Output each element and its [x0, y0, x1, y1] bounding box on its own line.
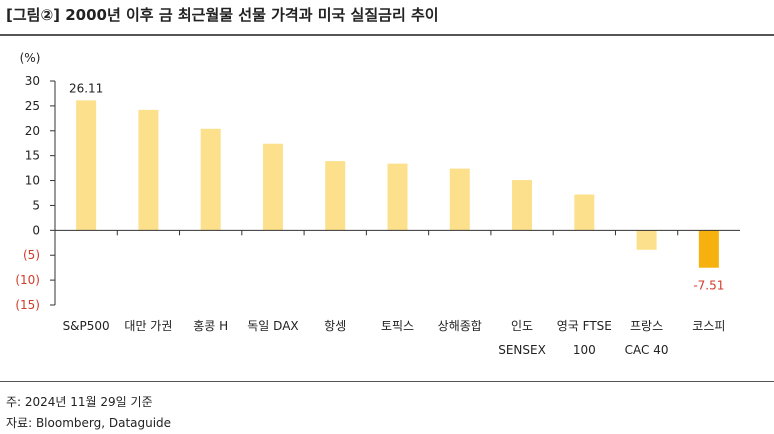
bottom-divider: [0, 381, 774, 382]
bar: [262, 143, 283, 231]
bar: [325, 161, 346, 231]
bar-chart: (%) 30 25 20 15 10 5 0 (5) (10) (15) S&P500 대만 가권 홍…: [15, 51, 740, 357]
y-tick-label: 25: [25, 99, 40, 113]
x-category-label: 프랑스: [630, 319, 663, 333]
data-labels: 26.11 -7.51: [69, 81, 724, 292]
x-category-label: CAC 40: [625, 343, 669, 357]
x-category-label: SENSEX: [498, 343, 546, 357]
x-category-label: 홍콩 H: [193, 319, 228, 333]
chart-title: [그림②] 2000년 이후 금 최근월물 선물 가격과 미국 실질금리 추이: [6, 6, 439, 24]
y-axis-unit-label: (%): [20, 51, 41, 65]
y-tick-label: (15): [15, 298, 40, 312]
x-category-label: 항셍: [324, 319, 346, 333]
bar: [76, 100, 97, 231]
y-tick-label: 20: [25, 124, 40, 138]
x-category-label: 코스피: [692, 319, 725, 333]
source-note: 자료: Bloomberg, Dataguide: [6, 416, 172, 430]
bar: [449, 168, 470, 231]
x-axis-category-labels: S&P500 대만 가권 홍콩 H 독일 DAX 항셍 토픽스 상해종합 인도 SENSEX 영국…: [63, 230, 725, 357]
data-label: 26.11: [69, 81, 103, 95]
data-label: -7.51: [693, 279, 724, 293]
footnote: 주: 2024년 11월 29일 기준: [6, 395, 153, 409]
x-category-label: 독일 DAX: [247, 319, 298, 333]
bar: [200, 128, 221, 231]
y-tick-label: 30: [25, 74, 40, 88]
bar: [387, 163, 408, 231]
x-category-label: 인도: [511, 319, 533, 333]
bar: [636, 230, 657, 250]
bar: [698, 230, 719, 268]
x-category-label: 영국 FTSE: [557, 319, 612, 333]
bar: [574, 194, 595, 231]
x-category-label: 토픽스: [381, 319, 414, 333]
y-axis-ticks: 30 25 20 15 10 5 0 (5) (10) (15): [15, 74, 55, 312]
x-category-label: 100: [573, 343, 596, 357]
x-category-label: 상해종합: [438, 319, 482, 333]
x-category-label: 대만 가권: [124, 319, 172, 333]
bar: [512, 180, 533, 231]
y-tick-label: (10): [15, 273, 40, 287]
y-tick-label: 10: [25, 174, 40, 188]
y-tick-label: 0: [32, 223, 40, 237]
y-tick-label: 5: [32, 198, 40, 212]
bar-series: [76, 100, 719, 268]
bar: [138, 109, 159, 231]
y-tick-label: 15: [25, 149, 40, 163]
top-divider: [0, 34, 774, 36]
x-category-label: S&P500: [63, 319, 110, 333]
y-tick-label: (5): [23, 248, 40, 262]
